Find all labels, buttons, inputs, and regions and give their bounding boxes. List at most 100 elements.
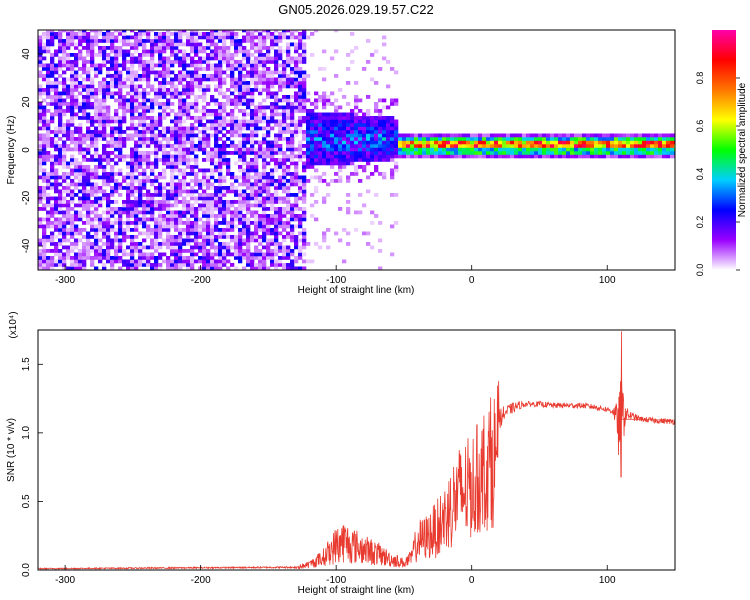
spectrogram-cell [266, 130, 271, 134]
spectrogram-cell [194, 165, 199, 169]
spectrogram-cell [274, 151, 279, 155]
spectrogram-cell [218, 266, 223, 270]
spectrogram-cell [494, 147, 499, 152]
spectrogram-cell [270, 252, 275, 257]
spectrogram-cell [170, 32, 175, 36]
spectrogram-cell [50, 154, 55, 159]
spectrogram-cell [74, 81, 79, 85]
spectrogram-cell [206, 77, 211, 82]
spectrogram-cell [138, 84, 143, 89]
spectrogram-cell [290, 158, 295, 162]
spectrogram-cell [94, 207, 99, 211]
spectrogram-cell [246, 259, 251, 264]
spectrogram-cell [186, 137, 191, 141]
spectrogram-cell [238, 123, 243, 127]
spectrogram-cell [634, 144, 639, 148]
spectrogram-cell [70, 60, 75, 64]
spectrogram-cell [286, 256, 291, 260]
spectrogram-cell [66, 102, 71, 106]
spectrogram-cell [534, 147, 539, 152]
spectrogram-cell [42, 140, 47, 145]
spectrogram-cell [42, 112, 47, 117]
spectrogram-cell [106, 259, 111, 264]
spectrogram-cell [210, 172, 215, 176]
spectrogram-cell [166, 245, 171, 250]
spectrogram-cell [38, 105, 43, 110]
spectrogram-cell [362, 154, 367, 159]
spectrogram-cell [78, 53, 83, 57]
spectrogram-cell [226, 266, 231, 270]
spectrogram-cell [318, 151, 323, 155]
spectrogram-cell [242, 74, 247, 78]
spectrogram-cell [146, 252, 151, 257]
spectrogram-cell [70, 133, 75, 138]
spectrogram-cell [274, 91, 279, 96]
spectrogram-cell [210, 200, 215, 204]
spectrogram-cell [366, 161, 371, 166]
spectrogram-cell [346, 147, 351, 152]
spectrogram-cell [158, 102, 163, 106]
spectrogram-cell [186, 210, 191, 215]
spectrogram-cell [282, 60, 287, 64]
spectrogram-cell [54, 81, 59, 85]
spectrogram-cell [270, 179, 275, 183]
spectrogram-cell [366, 140, 371, 145]
spectrogram-cell [282, 182, 287, 187]
spectrogram-cell [130, 238, 135, 243]
spectrogram-cell [206, 109, 211, 113]
spectrogram-cell [206, 60, 211, 64]
spectrogram-cell [514, 133, 519, 138]
spectrogram-cell [606, 137, 611, 141]
spectrogram-cell [162, 84, 167, 89]
spectrogram-cell [222, 147, 227, 152]
spectrogram-cell [558, 144, 563, 148]
spectrogram-cell [274, 133, 279, 138]
spectrogram-cell [70, 119, 75, 124]
spectrogram-cell [590, 137, 595, 141]
spectrogram-cell [70, 182, 75, 187]
spectrogram-cell [450, 154, 455, 159]
spectrogram-cell [278, 137, 283, 141]
spectrogram-cell [466, 137, 471, 141]
spectrogram-cell [166, 259, 171, 264]
spectrogram-cell [154, 137, 159, 141]
spectrogram-cell [82, 182, 87, 187]
spectrogram-cell [42, 151, 47, 155]
spectrogram-cell [66, 161, 71, 166]
spectrogram-cell [146, 81, 151, 85]
spectrogram-cell [234, 242, 239, 246]
spectrogram-cell [118, 207, 123, 211]
spectrogram-cell [274, 182, 279, 187]
spectrogram-cell [122, 137, 127, 141]
spectrogram-cell [214, 30, 219, 33]
spectrogram-cell [82, 39, 87, 43]
spectrogram-cell [54, 203, 59, 208]
spectrogram-cell [122, 112, 127, 117]
spectrogram-cell [326, 182, 331, 187]
spectrogram-cell [382, 154, 387, 159]
spectrogram-cell [66, 88, 71, 92]
spectrogram-cell [78, 179, 83, 183]
spectrogram-cell [446, 144, 451, 148]
spectrogram-cell [254, 63, 259, 68]
spectrogram-cell [194, 154, 199, 159]
spectrogram-cell [454, 147, 459, 152]
spectrogram-cell [38, 207, 43, 211]
spectrogram-cell [258, 259, 263, 264]
spectrogram-cell [202, 91, 207, 96]
spectrogram-cell [254, 245, 259, 250]
spectrogram-cell [146, 35, 151, 40]
spectrogram-cell [450, 133, 455, 138]
spectrogram-cell [94, 175, 99, 180]
spectrogram-cell [278, 158, 283, 162]
spectrogram-cell [162, 203, 167, 208]
spectrogram-cell [286, 42, 291, 47]
spectrogram-cell [222, 53, 227, 57]
spectrogram-cell [230, 32, 235, 36]
spectrogram-cell [222, 217, 227, 222]
spectrogram-cell [202, 238, 207, 243]
spectrogram-cell [134, 235, 139, 239]
spectrogram-cell [58, 263, 63, 267]
spectrogram-cell [62, 133, 67, 138]
spectrogram-cell [130, 53, 135, 57]
